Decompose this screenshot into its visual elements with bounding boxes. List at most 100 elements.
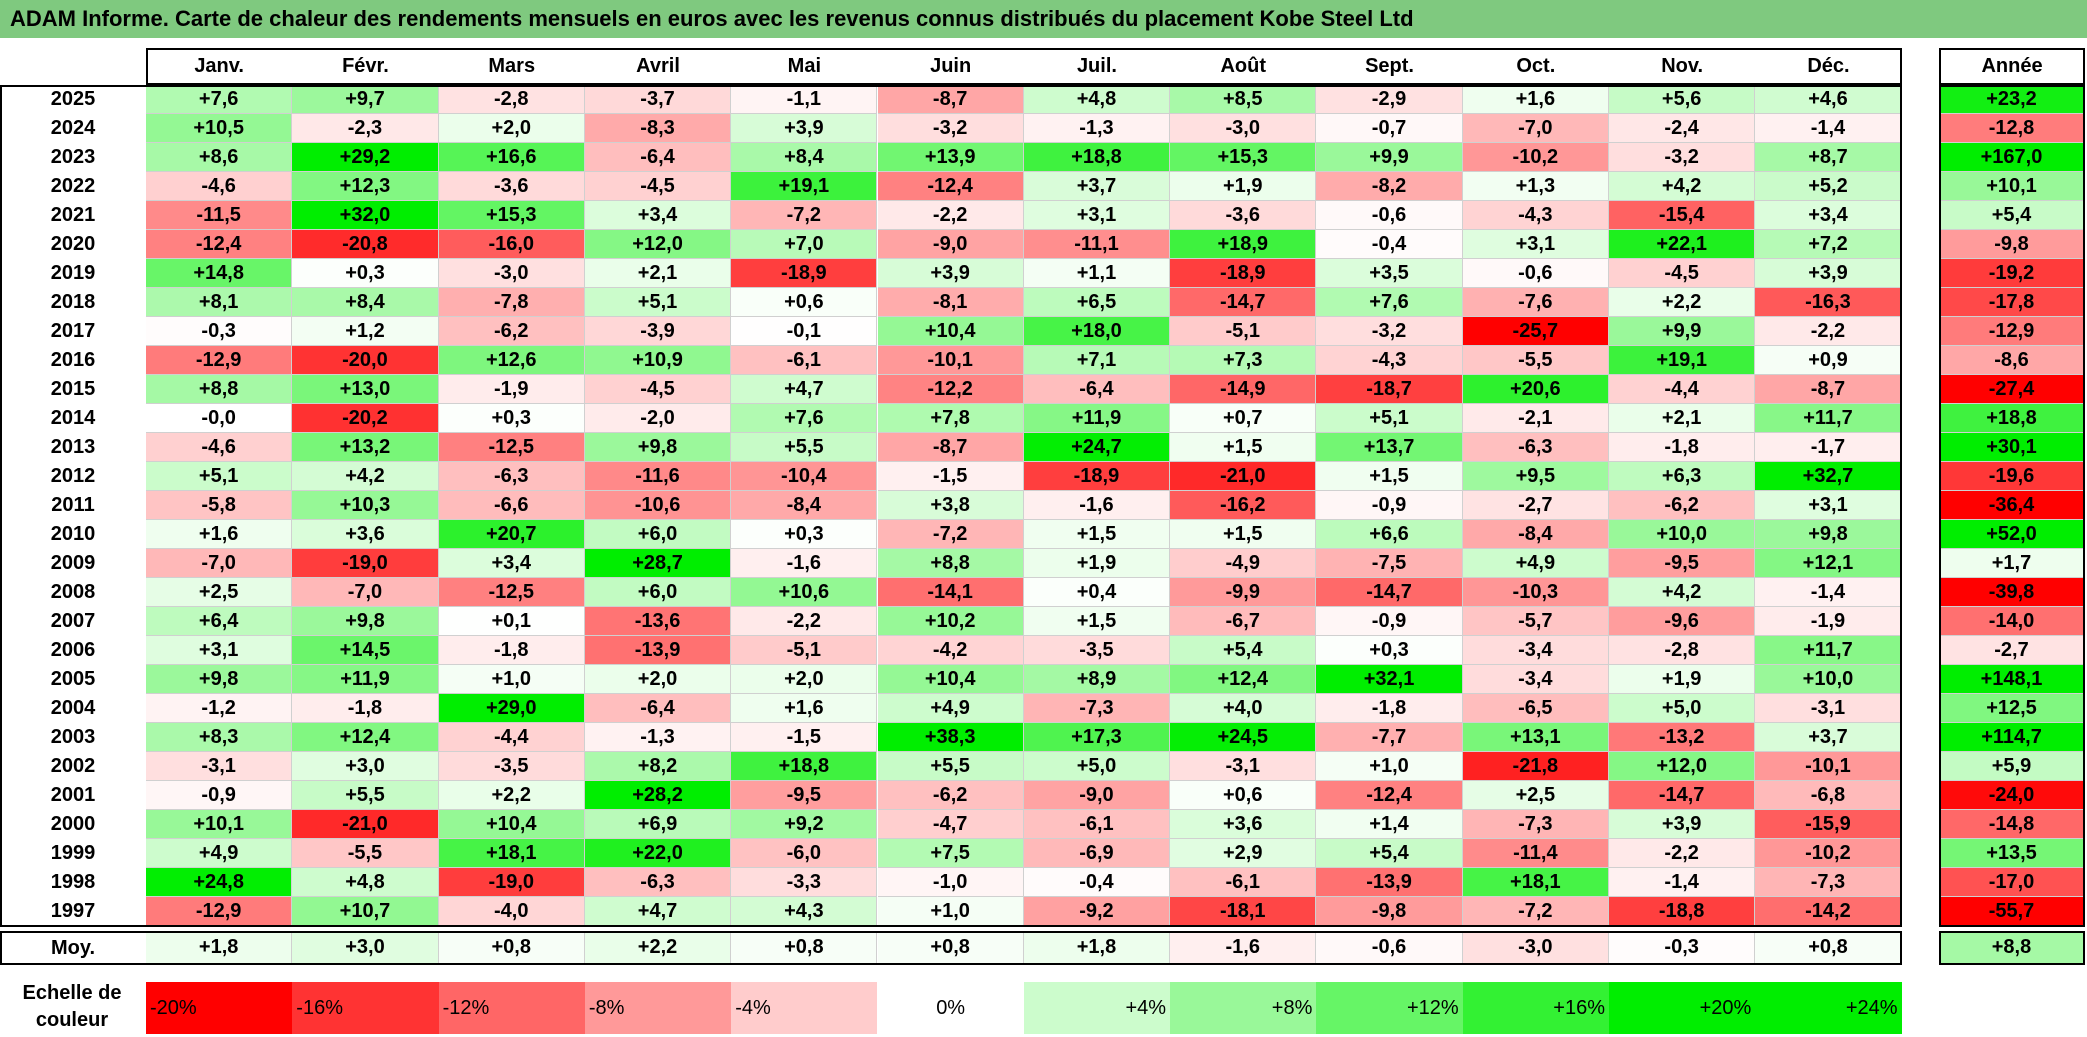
heatmap-cell: +1,1: [1023, 259, 1171, 288]
heatmap-cell: +9,2: [731, 810, 878, 839]
heatmap-cell: +5,4: [1170, 636, 1317, 665]
heatmap-cell: -0,9: [1316, 607, 1463, 636]
annual-cell: -17,8: [1939, 288, 2085, 317]
heatmap-cell: -7,5: [1316, 549, 1463, 578]
year-label: 2014: [50, 407, 96, 429]
heatmap-cell: +4,3: [731, 897, 878, 926]
heatmap-cell: -6,2: [877, 781, 1024, 810]
heatmap-cell: -6,3: [1462, 433, 1609, 462]
heatmap-cell: +3,6: [292, 520, 439, 549]
heatmap-cell: +2,2: [1609, 288, 1756, 317]
heatmap-cell: -4,5: [584, 375, 732, 404]
heatmap-cell: -4,6: [146, 172, 293, 201]
annual-cell: +52,0: [1939, 520, 2085, 549]
heatmap-cell: +15,3: [438, 201, 585, 230]
heatmap-cell: -13,9: [1316, 868, 1463, 897]
heatmap-cell: -8,7: [877, 85, 1024, 114]
heatmap-cell: +7,0: [731, 230, 878, 259]
heatmap-cell: +18,8: [731, 752, 878, 781]
annual-cell: -14,0: [1939, 607, 2085, 636]
heatmap-cell: -0,0: [146, 404, 293, 433]
heatmap-cell: -0,6: [1462, 259, 1609, 288]
annual-cell: -39,8: [1939, 578, 2085, 607]
heatmap-cell: -18,1: [1170, 897, 1317, 926]
heatmap-cell: +16,6: [438, 143, 585, 172]
heatmap-cell: -12,2: [877, 375, 1024, 404]
year-label: 2009: [50, 552, 96, 574]
heatmap-cell: -6,5: [1462, 694, 1609, 723]
heatmap-cell: -10,1: [1755, 752, 1902, 781]
heatmap-cell: +8,7: [1755, 143, 1902, 172]
heatmap-cell: +24,5: [1170, 723, 1317, 752]
heatmap-cell: +7,6: [146, 85, 293, 114]
heatmap-cell: -13,6: [584, 607, 732, 636]
year-label: 2024: [50, 117, 96, 139]
heatmap-cell: -1,8: [292, 694, 439, 723]
heatmap-cell: -1,2: [146, 694, 293, 723]
heatmap-cell: +12,0: [584, 230, 732, 259]
heatmap-cell: +14,8: [146, 259, 293, 288]
heatmap-cell: -3,5: [438, 752, 585, 781]
heatmap-cell: -20,2: [292, 404, 439, 433]
annual-cell: +114,7: [1939, 723, 2085, 752]
year-label: 1997: [50, 900, 96, 922]
heatmap-cell: -7,3: [1462, 810, 1609, 839]
avg-cell: -0,3: [1609, 932, 1756, 964]
heatmap-cell: -6,0: [731, 839, 878, 868]
heatmap-cell: -3,6: [1170, 201, 1317, 230]
heatmap-cell: +0,6: [731, 288, 878, 317]
heatmap-cell: +15,3: [1170, 143, 1317, 172]
heatmap-cell: -4,3: [1316, 346, 1463, 375]
scale-swatch: +16%: [1462, 982, 1609, 1034]
heatmap-cell: +3,6: [1170, 810, 1317, 839]
year-label: 2018: [50, 291, 96, 313]
heatmap-cell: -5,8: [146, 491, 293, 520]
heatmap-cell: +9,9: [1316, 143, 1463, 172]
year-label: 2016: [50, 349, 96, 371]
heatmap-cell: +24,8: [146, 868, 293, 897]
heatmap-cell: +9,7: [292, 85, 439, 114]
heatmap-cell: -3,6: [438, 172, 585, 201]
heatmap-cell: -3,9: [584, 317, 732, 346]
heatmap-cell: +4,2: [1609, 578, 1756, 607]
heatmap-cell: -1,7: [1755, 433, 1902, 462]
heatmap-cell: -6,2: [1609, 491, 1756, 520]
heatmap-cell: +20,6: [1462, 375, 1609, 404]
heatmap-cell: +0,3: [438, 404, 585, 433]
heatmap-cell: +3,1: [1755, 491, 1902, 520]
heatmap-cell: +0,1: [438, 607, 585, 636]
avg-cell: +0,8: [731, 932, 878, 964]
heatmap-cell: +8,1: [146, 288, 293, 317]
heatmap-cell: -13,2: [1609, 723, 1756, 752]
heatmap-cell: -0,3: [146, 317, 293, 346]
heatmap-cell: -1,8: [1316, 694, 1463, 723]
month-header: Mai: [787, 54, 821, 77]
heatmap-cell: -18,9: [1023, 462, 1171, 491]
heatmap-cell: +7,1: [1023, 346, 1171, 375]
heatmap-cell: -2,7: [1462, 491, 1609, 520]
heatmap-cell: +5,2: [1755, 172, 1902, 201]
year-label: 2010: [50, 523, 96, 545]
title-bar: ADAM Informe. Carte de chaleur des rende…: [0, 0, 2087, 38]
heatmap-cell: -5,1: [1170, 317, 1317, 346]
heatmap-cell: -1,6: [1023, 491, 1171, 520]
heatmap-cell: -21,0: [1170, 462, 1317, 491]
heatmap-cell: -9,5: [731, 781, 878, 810]
heatmap-cell: +4,8: [292, 868, 439, 897]
heatmap-cell: -8,3: [584, 114, 732, 143]
month-header: Déc.: [1807, 54, 1850, 77]
heatmap-cell: -11,6: [584, 462, 732, 491]
heatmap-cell: +8,5: [1170, 85, 1317, 114]
heatmap-cell: +4,2: [292, 462, 439, 491]
heatmap-cell: +8,8: [146, 375, 293, 404]
heatmap-cell: +7,8: [877, 404, 1024, 433]
heatmap-cell: +4,7: [584, 897, 732, 926]
heatmap-cell: -0,4: [1023, 868, 1171, 897]
heatmap-cell: +3,9: [1755, 259, 1902, 288]
heatmap-cell: -3,3: [731, 868, 878, 897]
heatmap-cell: +18,1: [1462, 868, 1609, 897]
heatmap-cell: +0,4: [1023, 578, 1171, 607]
annual-cell: -8,6: [1939, 346, 2085, 375]
heatmap-cell: -11,1: [1023, 230, 1171, 259]
annual-cell: -19,2: [1939, 259, 2085, 288]
